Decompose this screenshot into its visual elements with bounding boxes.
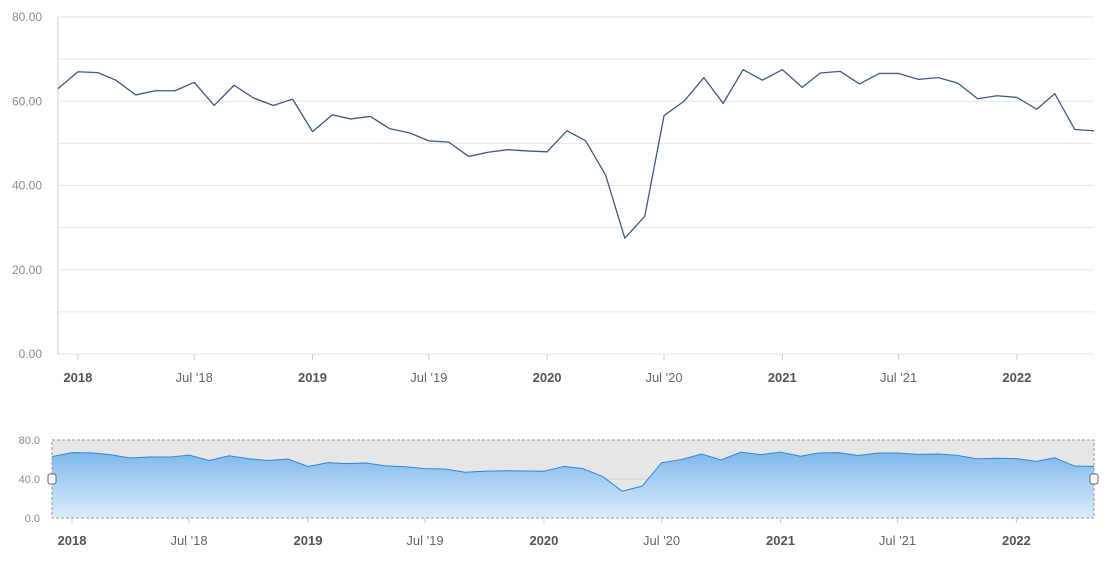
x-tick-label: Jul '19 (410, 370, 447, 385)
y-tick-label: 40.00 (12, 179, 42, 193)
navigator-y-tick-label: 80.0 (19, 435, 40, 447)
navigator-x-tick-label: Jul '21 (879, 533, 916, 548)
navigator-x-tick-label: Jul '19 (406, 533, 443, 548)
navigator-y-tick-label: 0.0 (25, 513, 40, 525)
navigator-x-tick-label: 2021 (766, 533, 795, 548)
handle-grip[interactable] (1089, 473, 1099, 485)
navigator-area (52, 452, 1094, 518)
navigator-right-handle[interactable] (1089, 473, 1099, 485)
handle-grip[interactable] (47, 473, 57, 485)
main-y-axis: 0.00 20.00 40.00 60.00 80.00 (12, 10, 42, 361)
x-tick-label: 2018 (63, 370, 92, 385)
x-tick-label: Jul '20 (645, 370, 682, 385)
navigator-y-axis: 0.0 40.0 80.0 (19, 435, 40, 525)
x-tick-label: 2021 (768, 370, 797, 385)
series-line[interactable] (57, 69, 1095, 239)
main-plot (57, 69, 1095, 239)
navigator-x-tick-label: Jul '20 (643, 533, 680, 548)
y-tick-label: 80.00 (12, 10, 42, 24)
navigator-x-tick-label: Jul '18 (170, 533, 207, 548)
y-tick-label: 20.00 (12, 263, 42, 277)
main-x-axis: 2018 Jul '18 2019 Jul '19 2020 Jul '20 2021 Jul… (63, 354, 1031, 385)
x-tick-label: Jul '18 (176, 370, 213, 385)
navigator-x-tick-label: 2018 (58, 533, 87, 548)
main-grid (57, 16, 1094, 355)
navigator-x-tick-label: 2022 (1002, 533, 1031, 548)
x-tick-label: 2022 (1002, 370, 1031, 385)
x-tick-label: Jul '21 (880, 370, 917, 385)
navigator-x-tick-label: 2020 (529, 533, 558, 548)
x-tick-label: 2019 (298, 370, 327, 385)
y-tick-label: 0.00 (19, 347, 43, 361)
navigator-y-tick-label: 40.0 (19, 474, 40, 486)
navigator-x-tick-label: 2019 (294, 533, 323, 548)
x-tick-label: 2020 (533, 370, 562, 385)
navigator-left-handle[interactable] (47, 473, 57, 485)
navigator-line (51, 451, 1095, 492)
y-tick-label: 60.00 (12, 94, 42, 108)
navigator[interactable] (47, 439, 1099, 519)
navigator-x-axis: 2018 Jul '18 2019 Jul '19 2020 Jul '20 2021 Jul… (58, 518, 1031, 548)
